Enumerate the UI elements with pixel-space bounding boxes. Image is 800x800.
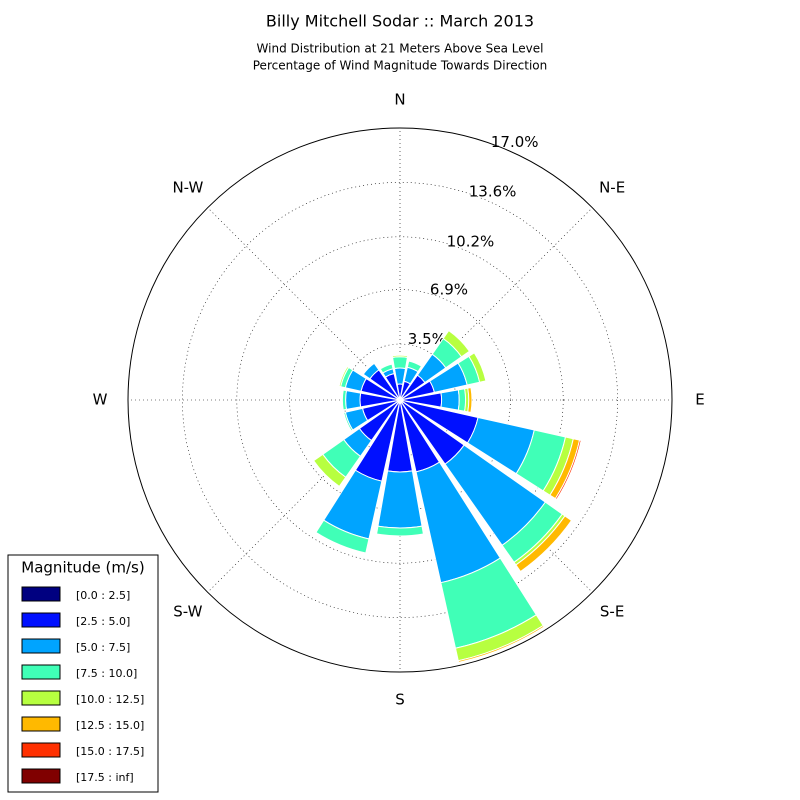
legend-label: [5.0 : 7.5] [76, 641, 130, 654]
wind-wedge [377, 470, 423, 529]
r-tick-label: 10.2% [447, 232, 495, 250]
wind-wedge [442, 329, 471, 358]
grid-spoke [399, 207, 593, 401]
wind-wedge [345, 390, 362, 410]
direction-label: S-E [600, 603, 624, 621]
direction-label: S-W [173, 603, 202, 621]
wind-wedge [362, 362, 380, 380]
legend-label: [0.0 : 2.5] [76, 589, 130, 602]
wind-wedge [515, 515, 573, 573]
r-tick-label: 6.9% [430, 281, 468, 299]
wind-wedge [468, 352, 487, 383]
chart-title: Billy Mitchell Sodar :: March 2013 [266, 12, 534, 31]
legend-swatch [21, 742, 61, 758]
wind-wedge [376, 525, 424, 537]
wind-wedge [391, 356, 409, 370]
chart-subtitle: Percentage of Wind Magnitude Towards Dir… [253, 59, 547, 73]
wind-wedge [315, 519, 370, 554]
legend-label: [10.0 : 12.5] [76, 693, 144, 706]
wind-wedge [457, 624, 545, 663]
wind-wedge [406, 360, 423, 373]
wind-wedge [391, 354, 409, 359]
legend-swatch [21, 716, 61, 732]
grid-spoke [207, 207, 401, 401]
legend-label: [15.0 : 17.5] [76, 745, 144, 758]
outer-ring [127, 127, 673, 673]
legend-swatch [21, 612, 61, 628]
direction-label: W [93, 391, 108, 409]
wind-wedge [338, 365, 350, 388]
legend-swatch [21, 586, 61, 602]
legend-label: [7.5 : 10.0] [76, 667, 137, 680]
grid-spoke [207, 399, 401, 593]
legend-label: [2.5 : 5.0] [76, 615, 130, 628]
direction-label: N [394, 91, 405, 109]
legend-swatch [21, 638, 61, 654]
wind-wedge [343, 411, 354, 432]
legend-title: Magnitude (m/s) [21, 559, 144, 577]
legend-label: [17.5 : inf] [76, 771, 134, 784]
wind-wedge [312, 453, 347, 488]
wind-wedge [467, 387, 473, 413]
legend-swatch [21, 664, 61, 680]
wind-wedge [379, 363, 394, 374]
direction-label: N-E [599, 178, 625, 196]
wind-wedge [341, 389, 347, 411]
legend-swatch [21, 768, 61, 784]
grid-ring [289, 289, 511, 511]
r-tick-label: 3.5% [408, 330, 446, 348]
r-tick-label: 13.6% [469, 183, 517, 201]
direction-label: E [695, 391, 704, 409]
wind-wedge [554, 439, 582, 501]
grid-ring [182, 182, 618, 618]
r-tick-label: 17.0% [491, 133, 539, 151]
direction-label: N-W [172, 178, 203, 196]
legend-swatch [21, 690, 61, 706]
wind-wedge [457, 388, 467, 412]
legend-label: [12.5 : 15.0] [76, 719, 144, 732]
direction-label: S [395, 691, 405, 709]
grid-ring [236, 236, 564, 564]
wind-wedge [440, 389, 460, 411]
chart-subtitle: Wind Distribution at 21 Meters Above Sea… [257, 42, 544, 56]
